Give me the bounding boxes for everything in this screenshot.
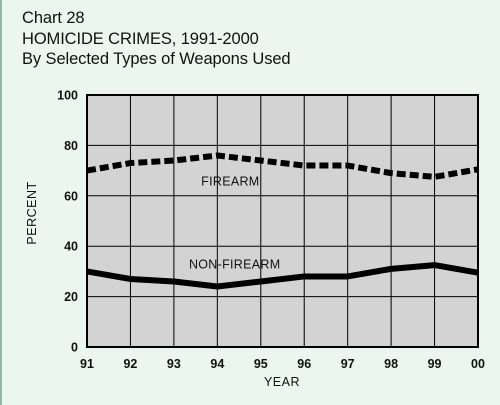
plot-frame [86, 94, 479, 348]
series-lines [86, 152, 479, 290]
chart-number: Chart 28 [22, 9, 85, 27]
x-axis-title: YEAR [264, 375, 300, 389]
y-tick-label: 100 [57, 89, 78, 103]
y-tick-label: 40 [64, 240, 78, 254]
x-tick-label: 98 [384, 357, 398, 371]
y-tick-label: 80 [64, 139, 78, 153]
x-tick-label: 95 [254, 357, 268, 371]
grid-lines [87, 95, 478, 347]
x-tick-label: 93 [167, 357, 181, 371]
x-tick-label: 99 [428, 357, 442, 371]
series-line-firearm [86, 152, 479, 180]
chart-subtitle: By Selected Types of Weapons Used [22, 50, 291, 68]
x-tick-label: 94 [210, 357, 224, 371]
x-tick-label: 00 [471, 357, 485, 371]
y-tick-label: 60 [64, 189, 78, 203]
x-tick-label: 91 [80, 357, 94, 371]
x-tick-label: 97 [341, 357, 355, 371]
y-axis-title: PERCENT [25, 181, 39, 244]
series-label-firearm: FIREARM [201, 174, 259, 188]
series-label-non-firearm: NON-FIREARM [189, 258, 281, 272]
series-line-non-firearm [86, 262, 479, 290]
x-tick-label: 96 [297, 357, 311, 371]
chart-title: HOMICIDE CRIMES, 1991-2000 [22, 29, 259, 48]
page-left-rule [0, 0, 2, 405]
x-tick-label: 92 [123, 357, 137, 371]
y-tick-label: 20 [64, 290, 78, 304]
chart-titles: Chart 28 HOMICIDE CRIMES, 1991-2000 By S… [22, 8, 291, 70]
series-labels: FIREARM NON-FIREARM [189, 174, 281, 272]
y-tick-label: 0 [71, 341, 78, 355]
plot-area [87, 95, 478, 347]
